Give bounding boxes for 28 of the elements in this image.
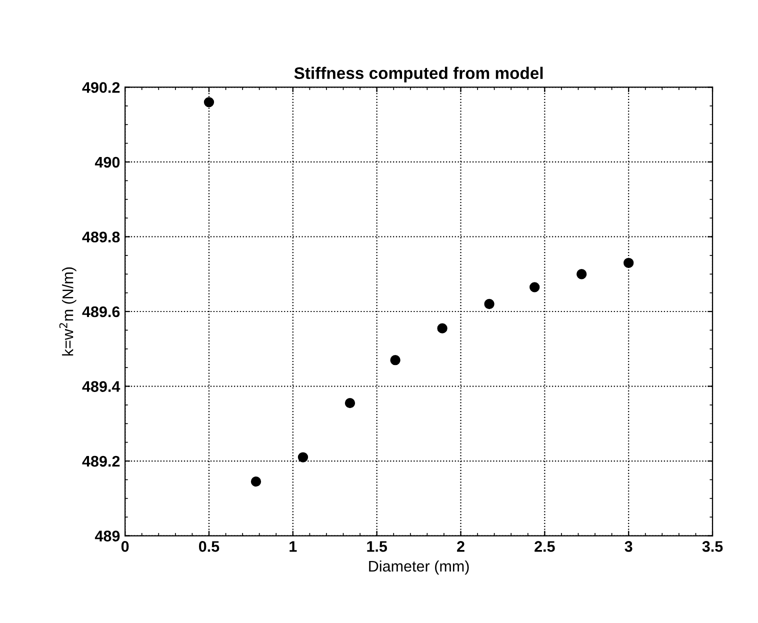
y-tick-label: 489 bbox=[94, 530, 120, 542]
point bbox=[530, 282, 540, 292]
y-axis-title: k=w$^{2}$m (N/m) bbox=[59, 267, 76, 356]
chart-title: Stiffness computed from model bbox=[294, 66, 543, 82]
x-tick-label: 0 bbox=[121, 541, 129, 552]
point bbox=[250, 476, 262, 487]
point bbox=[576, 269, 587, 280]
y-tick-label: 489.8 bbox=[82, 232, 120, 242]
y-tick-label: 490 bbox=[94, 156, 120, 168]
point bbox=[344, 398, 356, 408]
y-tick-label: 489.4 bbox=[82, 381, 120, 392]
point bbox=[390, 355, 400, 366]
y-tick-label: 489.2 bbox=[82, 456, 120, 467]
point bbox=[204, 97, 214, 108]
y-tick-label: 490.2 bbox=[82, 82, 120, 93]
y-tick-label: 489.6 bbox=[82, 306, 120, 318]
point bbox=[624, 258, 634, 268]
x-tick-label: 3 bbox=[624, 541, 632, 552]
x-tick-label: 3.5 bbox=[702, 541, 723, 552]
point bbox=[484, 298, 494, 310]
x-tick-label: 0.5 bbox=[198, 541, 220, 552]
x-tick-label: 1 bbox=[290, 541, 297, 552]
point bbox=[298, 452, 308, 462]
x-tick-label: 2 bbox=[457, 541, 464, 552]
x-axis-title: Diameter (mm) bbox=[369, 560, 469, 575]
point bbox=[437, 323, 448, 334]
x-tick-label: 2.5 bbox=[534, 541, 555, 552]
x-tick-label: 1.5 bbox=[367, 541, 388, 552]
